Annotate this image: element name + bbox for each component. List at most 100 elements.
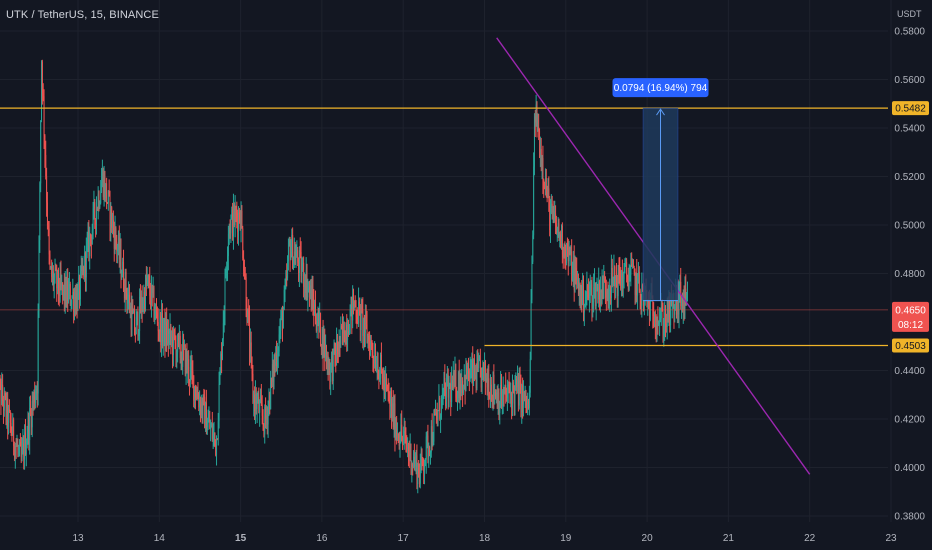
candle-body (496, 392, 497, 399)
candle-body (45, 154, 47, 177)
candle-body (239, 221, 241, 229)
candle-body (238, 212, 240, 233)
candle-body (175, 342, 177, 361)
candle-body (154, 315, 156, 320)
candle-body (232, 209, 234, 237)
candle-body (344, 341, 346, 345)
x-axis-tick-label: 20 (642, 533, 654, 544)
candle-body (133, 310, 135, 314)
candle-body (446, 379, 448, 407)
candle-body (63, 285, 65, 301)
candle-body (44, 135, 46, 155)
candle-body (271, 364, 273, 380)
candle-body (30, 408, 32, 412)
candle-body (590, 284, 592, 286)
candle-body (52, 271, 54, 278)
candle-body (3, 393, 5, 411)
candle-body (601, 275, 603, 293)
candle-body (18, 448, 20, 450)
candle-body (324, 334, 326, 358)
candle-body (234, 209, 236, 226)
measure-label-text: 0.0794 (16.94%) 794 (614, 83, 708, 94)
candle-body (155, 306, 157, 316)
candle-body (508, 384, 510, 390)
candle-body (623, 267, 625, 280)
candle-body (676, 292, 677, 312)
candle-body (685, 288, 687, 299)
candle-body (118, 237, 120, 260)
candle-body (353, 295, 355, 309)
candle-body (241, 210, 243, 229)
candle-body (90, 236, 92, 245)
candle-body (226, 267, 228, 275)
candle-body (263, 423, 265, 435)
candle-body (607, 290, 609, 299)
candle-body (137, 311, 139, 336)
candle-body (553, 211, 555, 221)
candle-body (197, 392, 199, 400)
candle-body (217, 421, 219, 440)
candle-body (249, 342, 251, 355)
candle-body (250, 342, 252, 358)
candle-body (468, 378, 470, 380)
candle-body (112, 219, 114, 230)
candle-countdown-text: 08:12 (898, 320, 923, 331)
candle-body (267, 406, 269, 425)
candle-body (15, 445, 17, 447)
candle-body (640, 294, 642, 306)
candle-body (184, 344, 186, 375)
candle-body (491, 396, 493, 402)
candle-body (280, 316, 282, 331)
candle-body (296, 250, 298, 257)
candle-body (28, 417, 30, 441)
candle-body (299, 250, 301, 253)
candle-body (663, 329, 665, 336)
candle-body (620, 281, 622, 289)
candle-body (615, 275, 617, 288)
candle-body (463, 384, 464, 394)
candle-body (550, 208, 552, 231)
candle-body (383, 377, 385, 390)
candle-body (359, 304, 361, 331)
candle-body (598, 280, 600, 300)
candle-body (519, 380, 521, 382)
candle-body (398, 438, 400, 446)
candle-body (295, 256, 297, 264)
candle-body (206, 427, 208, 435)
candle-body (637, 274, 639, 296)
candle-body (111, 207, 113, 228)
candle-body (262, 415, 264, 424)
candle-body (141, 296, 143, 310)
candle-body (352, 295, 354, 321)
candle-body (32, 401, 34, 403)
candle-body (444, 378, 446, 387)
candle-body (381, 354, 382, 369)
candle-body (597, 287, 599, 300)
candle-body (236, 212, 238, 219)
candle-body (209, 419, 211, 430)
candle-body (34, 391, 36, 404)
candle-body (556, 226, 558, 233)
candle-body (573, 259, 575, 291)
candle-body (79, 277, 81, 299)
candle-body (132, 307, 134, 314)
symbol-title[interactable]: UTK / TetherUS, 15, BINANCE (6, 9, 159, 21)
candle-body (113, 229, 115, 249)
candle-body (252, 373, 254, 403)
candle-body (261, 404, 263, 416)
candle-body (374, 355, 376, 364)
candle-body (502, 390, 504, 403)
y-axis-tick-label: 0.5800 (894, 27, 925, 38)
candle-body (600, 290, 601, 306)
candle-body (364, 314, 366, 333)
candle-body (517, 377, 519, 388)
x-axis-tick-label: 15 (235, 533, 247, 544)
measure-label-box (612, 78, 709, 98)
candle-body (673, 296, 675, 315)
candle-body (432, 441, 434, 445)
candle-body (534, 116, 535, 167)
candle-body (120, 247, 122, 279)
candle-body (414, 459, 416, 467)
